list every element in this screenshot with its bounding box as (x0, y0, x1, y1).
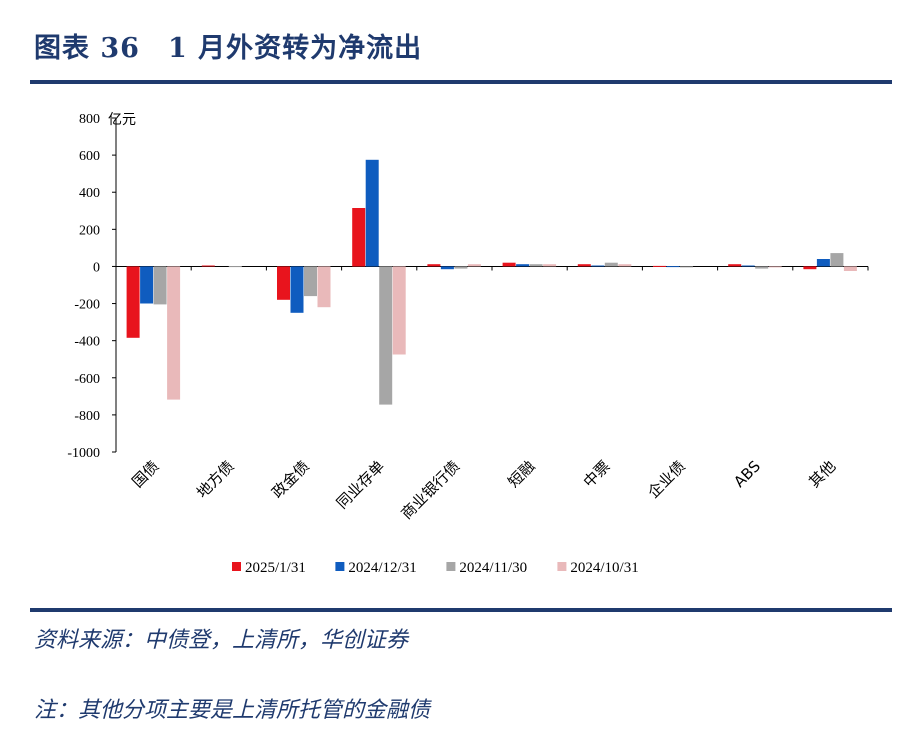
y-tick-label: -600 (74, 372, 100, 387)
y-tick-label: 200 (79, 223, 100, 238)
bar-2025-1-31-0 (126, 266, 140, 338)
bar-2024-12-31-9 (816, 259, 830, 267)
footnote: 注：其他分项主要是上清所托管的金融债 (34, 698, 431, 723)
bar-2024-11-30-3 (379, 266, 393, 405)
bar-2024-11-30-5 (529, 264, 543, 267)
category-label: 短融 (504, 457, 538, 491)
bar-2024-12-31-4 (440, 266, 454, 270)
bar-2024-12-31-2 (290, 266, 304, 313)
bar-2025-1-31-7 (653, 265, 666, 267)
figure-title: 图表 36 1 月外资转为净流出 (34, 33, 423, 64)
legend-swatch (446, 562, 456, 571)
category-label: 同业存单 (333, 457, 388, 512)
bar-chart: 800 600 400 200 0 -200 -400 -600 -800 -1000 国债 地方债… (67, 112, 869, 576)
y-tick-labels: 800 600 400 200 0 -200 -400 -600 -800 -1000 (67, 112, 100, 461)
legend-swatch (335, 562, 345, 571)
y-tick-label: -400 (74, 335, 100, 350)
bar-2024-11-30-1 (228, 266, 242, 268)
category-label: 地方债 (193, 457, 238, 502)
category-label: 中票 (580, 457, 614, 491)
bar-2024-12-31-7 (666, 266, 680, 268)
bar-2024-11-30-9 (830, 253, 844, 267)
bar-2024-10-31-5 (543, 264, 557, 267)
bar-2024-12-31-0 (140, 266, 154, 304)
bar-2024-10-31-4 (467, 264, 481, 267)
bar-2024-12-31-3 (365, 159, 379, 267)
y-tick-label: 600 (79, 149, 100, 164)
bar-2025-1-31-1 (201, 265, 215, 267)
y-tick-label: -800 (74, 409, 100, 424)
bar-2024-12-31-6 (591, 265, 605, 267)
legend: 2025/1/31 2024/12/31 2024/11/30 2024/10/31 (232, 560, 639, 576)
bar-2024-11-30-7 (680, 266, 693, 268)
bar-2024-10-31-9 (843, 266, 857, 271)
category-labels: 国债 地方债 政金债 同业存单 商业银行债 短融 中票 企业债 ABS 其他 (128, 457, 839, 523)
top-rule (30, 80, 892, 84)
bar-2025-1-31-5 (502, 262, 516, 267)
legend-label: 2024/10/31 (570, 560, 638, 576)
y-tick-label: 0 (93, 260, 100, 275)
bar-2024-10-31-0 (167, 266, 181, 400)
bar-2025-1-31-4 (427, 264, 441, 267)
category-label: 政金债 (268, 457, 313, 502)
legend-swatch (557, 562, 567, 571)
bar-2025-1-31-8 (728, 264, 742, 267)
bar-2024-11-30-2 (304, 266, 317, 297)
legend-swatch (232, 562, 241, 571)
legend-label: 2024/11/30 (459, 560, 527, 576)
bar-2024-11-30-4 (454, 266, 468, 269)
category-label: ABS (730, 457, 764, 491)
y-tick-label: 400 (79, 186, 100, 201)
bar-2024-10-31-3 (392, 266, 406, 355)
category-label: 企业债 (644, 457, 689, 502)
legend-label: 2024/12/31 (348, 560, 416, 576)
bar-2025-1-31-2 (277, 266, 290, 300)
category-label: 国债 (128, 457, 162, 491)
bar-2024-11-30-6 (604, 262, 618, 267)
axes (112, 117, 869, 453)
bottom-rule (30, 608, 892, 612)
bar-2024-10-31-2 (317, 266, 331, 308)
bar-2024-11-30-8 (755, 266, 769, 269)
y-tick-label: -200 (74, 298, 100, 313)
bar-2025-1-31-6 (577, 264, 591, 267)
category-label: 其他 (805, 457, 839, 491)
bar-2025-1-31-9 (803, 266, 817, 270)
y-tick-label: -1000 (67, 446, 100, 461)
bar-2024-12-31-5 (516, 264, 530, 267)
source-note: 资料来源：中债登，上清所，华创证券 (34, 628, 409, 653)
bar-2024-10-31-6 (618, 264, 632, 267)
y-tick-label: 800 (79, 112, 100, 127)
legend-label: 2025/1/31 (245, 560, 306, 576)
bar-2024-11-30-0 (153, 266, 167, 305)
bars (126, 159, 857, 405)
bar-2025-1-31-3 (352, 208, 366, 267)
y-axis-unit-label: 亿元 (108, 112, 136, 128)
bar-2024-12-31-8 (741, 265, 755, 267)
category-label: 商业银行债 (397, 457, 463, 523)
bar-2024-10-31-8 (768, 266, 782, 268)
